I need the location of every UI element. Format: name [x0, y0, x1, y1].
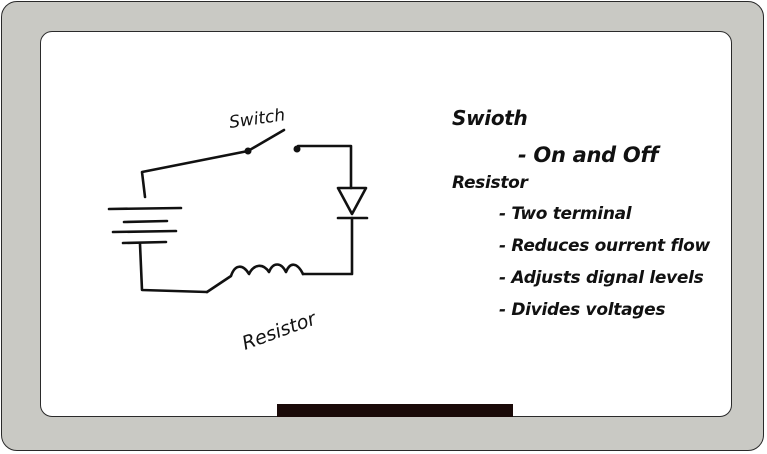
switch-heading: Swioth [452, 106, 528, 130]
resistor-zigzag [205, 263, 305, 294]
resistor-item: - Two terminal [499, 204, 632, 224]
whiteboard-surface: Switch Resistor Swioth - On and Off Resi… [40, 31, 732, 417]
battery-plate-4 [121, 240, 168, 245]
bottom-wire [138, 242, 209, 294]
diode-triangle [336, 186, 368, 216]
battery-plate-3 [111, 229, 178, 234]
top-right-wire [296, 144, 353, 190]
battery-plate-1 [107, 206, 183, 211]
top-left-wire [140, 149, 250, 199]
circuit-diagram: Switch Resistor [107, 105, 369, 355]
resistor-item: - Reduces ourrent flow [499, 236, 710, 256]
switch-lever [246, 128, 286, 153]
right-wire [301, 216, 354, 276]
battery-plate-2 [122, 219, 169, 224]
notes-panel: Swioth - On and Off Resistor - Two termi… [41, 32, 731, 416]
switch-item: - On and Off [518, 143, 659, 167]
resistor-item: - Divides voltages [499, 300, 666, 320]
marker-tray [277, 404, 513, 417]
switch-contact-right [293, 145, 301, 153]
resistor-item: - Adjusts dignal levels [499, 268, 704, 288]
resistor-heading: Resistor [452, 173, 528, 193]
switch-contact-left [244, 147, 252, 155]
